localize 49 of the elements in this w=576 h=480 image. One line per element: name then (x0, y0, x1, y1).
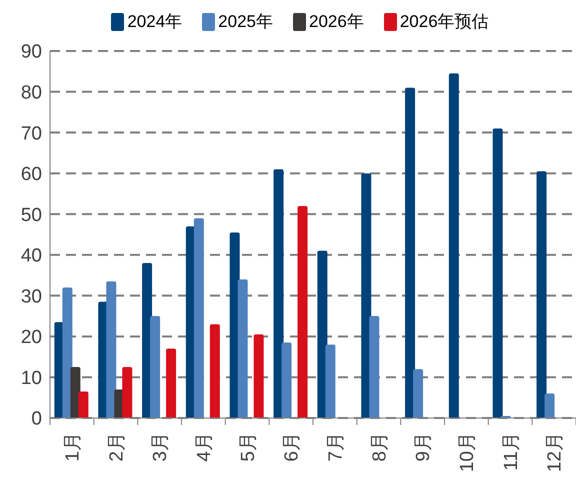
y-tick-label: 20 (20, 327, 42, 348)
bar (298, 206, 308, 418)
bar (106, 281, 116, 418)
y-tick-label: 50 (20, 204, 42, 226)
bar (274, 169, 284, 418)
x-tick-label: 11月 (500, 432, 522, 471)
y-tick-label: 90 (20, 42, 42, 63)
bar (413, 369, 424, 418)
bar (361, 173, 372, 418)
bar (122, 367, 132, 418)
bar (325, 344, 336, 418)
x-tick-label: 4月 (194, 432, 216, 462)
x-tick-label: 6月 (282, 432, 303, 462)
legend-label: 2024年 (127, 11, 182, 33)
y-tick-label: 60 (20, 164, 42, 186)
bar (492, 128, 503, 418)
bar (210, 324, 220, 418)
legend-label: 2026年 (309, 11, 364, 33)
x-tick-label: 12月 (544, 432, 566, 472)
y-tick-label: 80 (20, 82, 42, 104)
y-tick-label: 70 (20, 123, 42, 144)
bar (448, 73, 459, 418)
legend-label: 2026年预估 (400, 11, 489, 33)
bar (254, 334, 264, 418)
bar (62, 288, 72, 418)
x-tick-label: 7月 (326, 432, 347, 462)
bar (282, 342, 292, 418)
y-tick-label: 40 (20, 246, 42, 267)
legend-label: 2025年 (218, 11, 273, 33)
bar (317, 250, 328, 418)
x-tick-label: 2月 (106, 432, 128, 462)
x-tick-label: 5月 (238, 432, 259, 462)
x-tick-label: 10月 (457, 432, 478, 472)
bar (544, 394, 555, 418)
bar (194, 218, 204, 418)
x-tick-label: 9月 (413, 432, 434, 462)
y-tick-label: 0 (31, 408, 42, 430)
bar (78, 391, 88, 418)
x-tick-label: 3月 (150, 432, 172, 462)
bar (150, 316, 160, 418)
y-tick-label: 10 (20, 368, 42, 389)
x-tick-label: 1月 (62, 432, 84, 462)
bar (405, 88, 416, 418)
bar (536, 171, 547, 418)
bar (166, 348, 176, 418)
bar (238, 279, 248, 418)
x-tick-label: 8月 (369, 432, 390, 462)
bar (369, 316, 380, 418)
y-tick-label: 30 (20, 286, 42, 308)
